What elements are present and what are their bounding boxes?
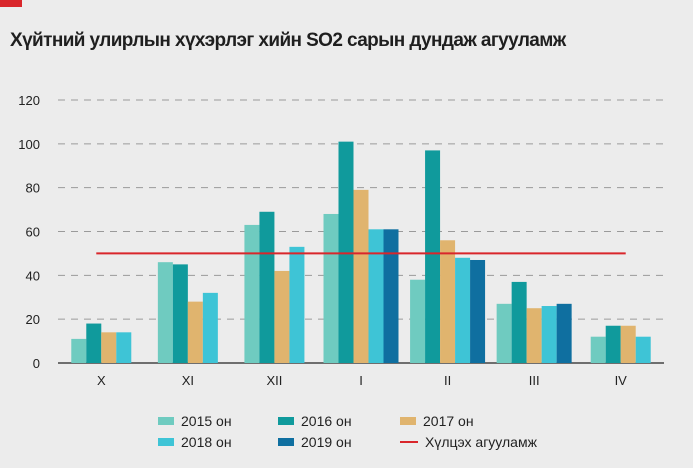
bar-II-series-0: [410, 279, 426, 363]
bar-XI-series-3: [202, 292, 218, 363]
bar-I-series-3: [368, 229, 384, 363]
bar-II-series-2: [440, 240, 456, 363]
x-tick-label: XII: [266, 373, 282, 388]
bar-XII-series-0: [244, 224, 260, 363]
bar-III-series-0: [496, 303, 512, 363]
chart-title: Хүйтний улирлын хүхэрлэг хийн SO2 сарын …: [10, 30, 566, 51]
bar-I-series-4: [383, 229, 399, 363]
bar-IV-series-0: [590, 336, 606, 363]
y-tick-label: 80: [26, 181, 40, 196]
y-tick-label: 40: [26, 268, 40, 283]
bar-X-series-0: [71, 338, 87, 363]
bar-I-series-2: [353, 189, 369, 363]
bar-III-series-1: [511, 281, 527, 363]
bar-XI-series-0: [157, 262, 173, 363]
y-tick-label: 120: [18, 93, 40, 108]
bar-IV-series-2: [620, 325, 636, 363]
bar-II-series-4: [470, 259, 486, 363]
bar-II-series-1: [425, 150, 441, 363]
bar-XI-series-1: [172, 264, 188, 363]
x-tick-label: II: [444, 373, 451, 388]
bar-IV-series-1: [605, 325, 621, 363]
x-tick-label: X: [97, 373, 106, 388]
bar-III-series-4: [556, 303, 572, 363]
y-tick-label: 100: [18, 137, 40, 152]
bar-III-series-3: [541, 306, 557, 363]
x-tick-label: I: [359, 373, 363, 388]
red-accent-tab: [0, 0, 22, 7]
bar-X-series-1: [86, 323, 102, 363]
y-tick-label: 60: [26, 225, 40, 240]
bar-II-series-3: [455, 257, 471, 363]
bar-I-series-0: [323, 213, 339, 363]
bar-XII-series-3: [289, 246, 305, 363]
bar-IV-series-3: [635, 336, 651, 363]
x-tick-label: III: [529, 373, 540, 388]
bar-X-series-2: [101, 332, 117, 363]
y-tick-label: 0: [33, 356, 40, 371]
bar-X-series-3: [116, 332, 132, 363]
bar-I-series-1: [338, 141, 354, 363]
bar-XI-series-2: [187, 301, 203, 363]
bar-XII-series-2: [274, 270, 290, 363]
y-tick-label: 20: [26, 312, 40, 327]
bar-III-series-2: [526, 308, 542, 363]
bar-XII-series-1: [259, 211, 275, 363]
x-tick-label: IV: [615, 373, 628, 388]
x-tick-label: XI: [182, 373, 194, 388]
